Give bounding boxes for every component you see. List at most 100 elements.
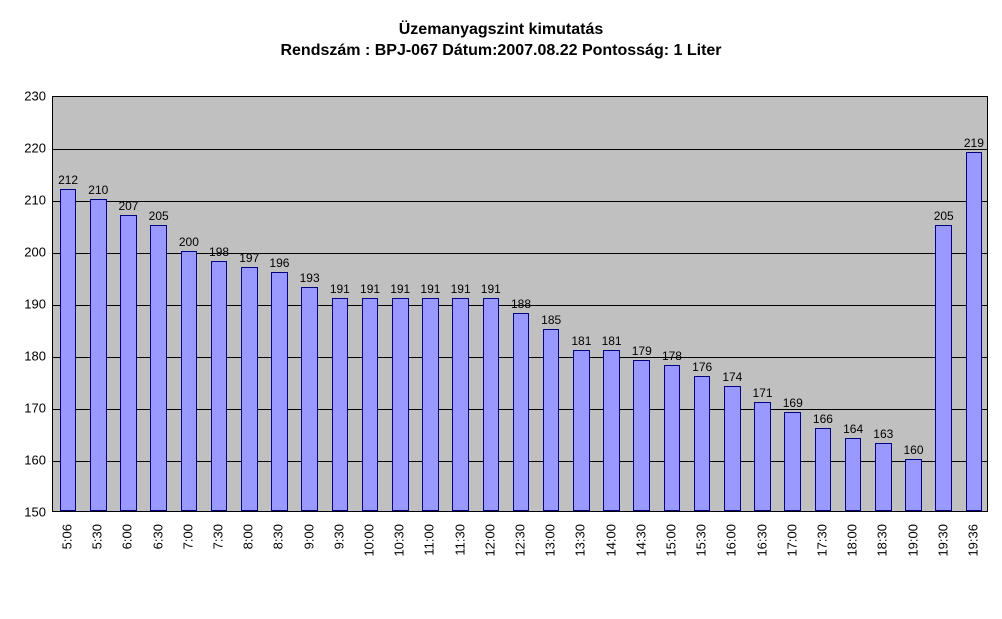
x-tick-label: 14:30 <box>633 524 648 557</box>
y-axis-labels: 150160170180190200210220230 <box>18 96 48 512</box>
x-tick-label: 19:30 <box>935 524 950 557</box>
bar <box>211 261 228 511</box>
bar <box>573 350 590 511</box>
bar <box>845 438 862 511</box>
bars-layer: 212 210 207 205 200 198 197 196 193 191 191 191 191 1… <box>53 97 987 511</box>
x-tick-label: 13:30 <box>573 524 588 557</box>
bar-value-label: 169 <box>783 396 803 410</box>
x-tick-label: 19:36 <box>965 524 980 557</box>
x-tick-label: 5:06 <box>60 524 75 549</box>
x-tick-label: 18:30 <box>875 524 890 557</box>
bar <box>362 298 379 511</box>
x-tick-label: 14:00 <box>603 524 618 557</box>
bar-value-label: 205 <box>934 209 954 223</box>
bar-value-label: 196 <box>269 256 289 270</box>
x-tick-label: 12:30 <box>513 524 528 557</box>
x-tick-label: 18:00 <box>845 524 860 557</box>
bar-value-label: 178 <box>662 349 682 363</box>
bar-value-label: 171 <box>753 386 773 400</box>
bar-value-label: 181 <box>571 334 591 348</box>
bar <box>150 225 167 511</box>
chart-title-1: Üzemanyagszint kimutatás <box>0 20 1002 41</box>
x-tick-label: 7:30 <box>211 524 226 549</box>
bar <box>543 329 560 511</box>
bar-value-label: 191 <box>390 282 410 296</box>
bar <box>875 443 892 511</box>
bar-value-label: 188 <box>511 297 531 311</box>
x-tick-label: 15:00 <box>663 524 678 557</box>
bar-value-label: 163 <box>873 427 893 441</box>
bar-value-label: 166 <box>813 412 833 426</box>
bar <box>815 428 832 511</box>
y-tick-label: 210 <box>24 193 46 208</box>
bar <box>633 360 650 511</box>
bar <box>392 298 409 511</box>
bar-value-label: 198 <box>209 245 229 259</box>
bar-value-label: 193 <box>300 271 320 285</box>
bar-value-label: 160 <box>904 443 924 457</box>
x-tick-label: 6:30 <box>150 524 165 549</box>
bar <box>603 350 620 511</box>
x-tick-label: 12:00 <box>482 524 497 557</box>
bar-value-label: 191 <box>451 282 471 296</box>
bar-value-label: 181 <box>602 334 622 348</box>
bar <box>60 189 77 511</box>
bar <box>332 298 349 511</box>
bar-value-label: 191 <box>481 282 501 296</box>
bar-value-label: 164 <box>843 422 863 436</box>
x-tick-label: 19:00 <box>905 524 920 557</box>
x-tick-label: 7:00 <box>180 524 195 549</box>
x-tick-label: 9:00 <box>301 524 316 549</box>
bar <box>452 298 469 511</box>
bar-value-label: 207 <box>118 199 138 213</box>
bar-value-label: 210 <box>88 183 108 197</box>
bar-value-label: 197 <box>239 251 259 265</box>
bar-value-label: 219 <box>964 136 984 150</box>
bar <box>181 251 198 511</box>
bar-value-label: 179 <box>632 344 652 358</box>
bar <box>241 267 258 511</box>
bar-value-label: 200 <box>179 235 199 249</box>
bar-value-label: 174 <box>722 370 742 384</box>
x-tick-label: 8:00 <box>241 524 256 549</box>
bar-value-label: 212 <box>58 173 78 187</box>
bar <box>724 386 741 511</box>
x-tick-label: 17:00 <box>784 524 799 557</box>
y-tick-label: 200 <box>24 245 46 260</box>
x-tick-label: 11:00 <box>422 524 437 556</box>
bar <box>784 412 801 511</box>
bar <box>905 459 922 511</box>
bar <box>664 365 681 511</box>
bar-value-label: 176 <box>692 360 712 374</box>
bar <box>754 402 771 511</box>
y-tick-label: 180 <box>24 349 46 364</box>
bar <box>271 272 288 511</box>
bar <box>422 298 439 511</box>
x-tick-label: 16:00 <box>724 524 739 557</box>
y-tick-label: 160 <box>24 453 46 468</box>
bar <box>513 313 530 511</box>
x-tick-label: 13:00 <box>543 524 558 557</box>
bar <box>935 225 952 511</box>
bar-value-label: 191 <box>420 282 440 296</box>
chart-container: 150160170180190200210220230 212210207205… <box>18 96 988 512</box>
x-axis-labels: 5:06 5:30 6:00 6:30 7:00 7:30 8:00 8:30 9:00 9:30… <box>52 516 988 606</box>
plot-area: 212 210 207 205 200 198 197 196 193 191 191 191 191 1… <box>52 96 988 512</box>
bar <box>120 215 137 511</box>
y-tick-label: 170 <box>24 401 46 416</box>
x-tick-label: 8:30 <box>271 524 286 549</box>
x-tick-label: 11:30 <box>452 524 467 556</box>
bar <box>694 376 711 511</box>
bar <box>90 199 107 511</box>
x-tick-label: 6:00 <box>120 524 135 549</box>
x-tick-label: 10:00 <box>362 524 377 557</box>
y-tick-label: 220 <box>24 141 46 156</box>
bar-value-label: 205 <box>149 209 169 223</box>
y-tick-label: 230 <box>24 89 46 104</box>
x-tick-label: 15:30 <box>694 524 709 557</box>
bar <box>301 287 318 511</box>
x-tick-label: 9:30 <box>331 524 346 549</box>
bar <box>966 152 983 511</box>
x-tick-label: 16:30 <box>754 524 769 557</box>
x-tick-label: 5:30 <box>90 524 105 549</box>
